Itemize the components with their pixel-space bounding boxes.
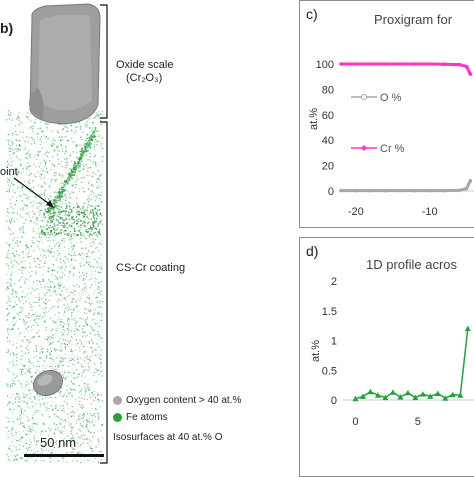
y-tick-label: 0: [331, 395, 337, 407]
y-tick-label: 20: [322, 161, 334, 173]
grain-boundary-streak: [46, 129, 97, 211]
fe-atom-cloud: [6, 110, 104, 464]
green-dot-icon: [113, 413, 122, 422]
legend-item-fe: Fe atoms: [113, 412, 168, 423]
oxide-scale-label: Oxide scale: [116, 59, 174, 71]
data-point: [465, 64, 469, 69]
proxigram-chart: at.% 100 80 60 40 20 0 -20 -10 O % Cr %: [308, 59, 474, 218]
y-tick-label: 80: [322, 84, 334, 96]
series-line: [341, 62, 472, 75]
x-tick-label: -20: [348, 206, 364, 218]
point-label: oint: [0, 166, 18, 178]
data-point: [398, 188, 402, 193]
y-tick-label: 0: [328, 186, 334, 198]
data-point: [382, 394, 389, 401]
data-point: [457, 392, 464, 398]
data-point: [468, 72, 472, 76]
panel-c-title: Proxigram for: [374, 12, 453, 27]
data-point: [442, 395, 449, 401]
y-tick-label: 0.5: [322, 365, 337, 377]
data-point: [464, 186, 469, 191]
legend-cr-label: Cr %: [380, 143, 405, 155]
data-point: [419, 391, 426, 397]
isosurface-note: Isosurfaces at 40 at.% O: [113, 432, 223, 443]
data-point: [339, 188, 343, 193]
data-point: [457, 188, 462, 193]
data-point: [352, 395, 359, 402]
coating-bracket: [100, 121, 108, 464]
y-axis-label: at.%: [310, 340, 322, 362]
data-point: [383, 188, 388, 193]
data-point: [368, 62, 373, 66]
data-point: [354, 62, 358, 66]
data-point: [398, 62, 402, 66]
x-tick-label: -10: [422, 206, 438, 218]
data-point: [457, 63, 461, 67]
data-point: [389, 389, 396, 395]
data-point: [412, 394, 419, 401]
data-point: [353, 188, 358, 193]
oxide-bracket: [100, 4, 108, 119]
y-tick-label: 2: [331, 276, 337, 288]
scale-bar: [24, 454, 104, 457]
x-tick-label: 5: [415, 416, 421, 428]
data-point: [413, 188, 417, 193]
series-line: [355, 328, 469, 400]
scale-bar-label: 50 nm: [40, 435, 77, 450]
data-point: [339, 62, 343, 66]
data-point: [468, 179, 473, 183]
y-tick-label: 1: [331, 336, 337, 348]
y-tick-label: 100: [316, 59, 334, 71]
data-point: [464, 325, 471, 332]
gray-dot-icon: [113, 396, 122, 405]
panel-d-label: d): [306, 243, 319, 259]
legend-item-oxygen: Oxygen content > 40 at.%: [113, 395, 241, 406]
apt-reconstruction: [6, 3, 108, 464]
data-point: [427, 188, 432, 193]
coating-label: CS-Cr coating: [116, 262, 186, 274]
data-point: [397, 394, 404, 400]
data-point: [413, 62, 417, 66]
data-point: [374, 392, 381, 398]
profile-chart: at.% 2 1.5 1 0.5 0 0 5: [310, 276, 474, 428]
data-point: [449, 391, 456, 398]
y-tick-label: 40: [322, 135, 334, 147]
x-tick-label: 0: [352, 416, 358, 428]
y-axis-label: at.%: [308, 108, 320, 130]
data-point: [368, 188, 373, 193]
legend-o-label: O %: [380, 92, 402, 104]
data-point: [434, 390, 441, 396]
data-point: [442, 62, 447, 66]
data-point: [360, 393, 366, 399]
y-tick-label: 60: [322, 110, 334, 122]
panel-b-label: b): [0, 20, 14, 36]
panel-d-title: 1D profile acros: [366, 257, 458, 272]
data-point: [404, 389, 411, 396]
legend-text: Oxygen content > 40 at.%: [126, 395, 242, 406]
legend-text: Fe atoms: [126, 412, 168, 423]
y-tick-label: 1.5: [322, 306, 337, 318]
data-point: [427, 393, 434, 399]
point-arrow: [13, 177, 53, 207]
oxide-formula-label: (Cr₂O₃): [126, 72, 163, 84]
data-point: [383, 62, 387, 66]
data-point: [428, 62, 432, 66]
series-line: [341, 180, 472, 193]
data-point: [442, 188, 447, 193]
panel-c-label: c): [306, 6, 318, 22]
data-point: [367, 388, 374, 395]
panel-d-frame: [299, 237, 474, 477]
